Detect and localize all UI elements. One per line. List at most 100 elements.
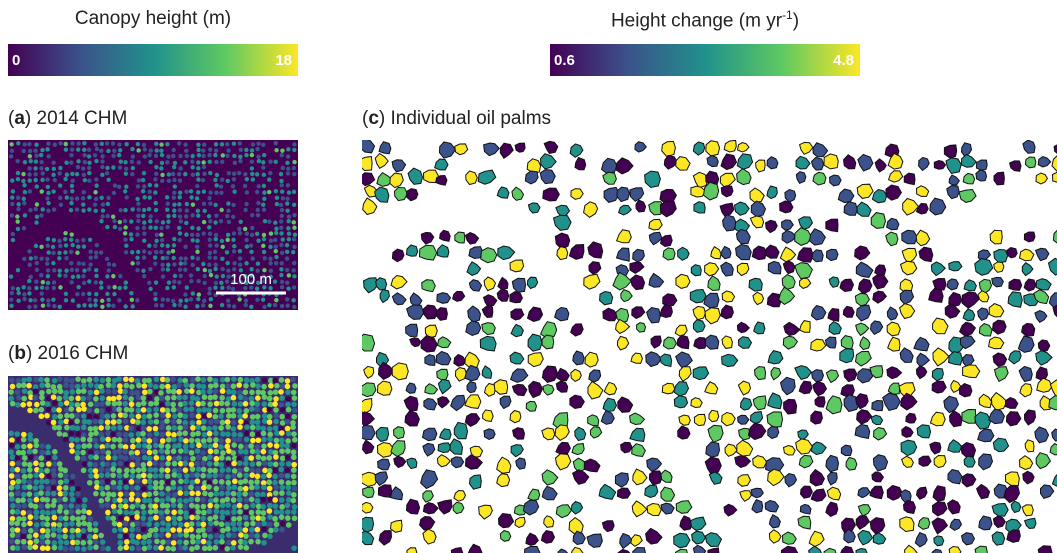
canopy-pixel <box>243 383 249 389</box>
canopy-pixel <box>273 527 279 533</box>
canopy-pixel <box>160 243 164 247</box>
palm-crown <box>523 500 538 515</box>
palm-crown <box>483 410 494 422</box>
canopy-pixel <box>22 461 28 467</box>
canopy-pixel <box>183 268 187 272</box>
canopy-pixel <box>40 285 44 289</box>
canopy-pixel <box>137 190 141 194</box>
canopy-pixel <box>220 450 226 456</box>
canopy-pixel <box>189 490 195 496</box>
canopy-pixel <box>111 383 117 389</box>
canopy-pixel <box>231 509 237 515</box>
canopy-pixel <box>225 154 229 158</box>
canopy-pixel <box>142 184 146 188</box>
canopy-pixel <box>237 497 243 503</box>
canopy-pixel <box>262 256 266 260</box>
canopy-pixel <box>51 261 55 265</box>
canopy-pixel <box>237 460 243 466</box>
palm-crown <box>454 355 466 367</box>
canopy-pixel <box>82 244 86 248</box>
canopy-pixel <box>111 165 115 169</box>
palm-crown <box>676 352 693 368</box>
canopy-pixel <box>178 195 182 199</box>
palm-crown <box>527 277 537 288</box>
palm-crown <box>633 469 647 485</box>
canopy-pixel <box>46 486 52 492</box>
canopy-pixel <box>117 485 123 491</box>
canopy-pixel <box>159 491 165 497</box>
canopy-pixel <box>81 383 87 389</box>
canopy-pixel <box>225 424 231 430</box>
canopy-pixel <box>183 532 189 538</box>
palm-crown <box>423 503 438 514</box>
canopy-pixel <box>124 167 128 171</box>
canopy-pixel <box>220 408 226 414</box>
canopy-pixel <box>184 214 188 218</box>
canopy-pixel <box>212 473 218 479</box>
canopy-pixel <box>10 195 14 199</box>
canopy-pixel <box>261 437 267 443</box>
palm-crown <box>961 443 976 458</box>
canopy-pixel <box>10 401 16 407</box>
canopy-pixel <box>214 456 220 462</box>
palm-crown <box>511 324 523 336</box>
canopy-pixel <box>147 244 151 248</box>
palm-crown <box>875 159 886 172</box>
palm-crown <box>979 516 992 530</box>
canopy-pixel <box>148 219 152 223</box>
canopy-pixel <box>159 384 165 390</box>
canopy-pixel <box>214 237 218 241</box>
canopy-pixel <box>285 414 291 420</box>
canopy-pixel <box>165 225 169 229</box>
canopy-pixel <box>118 148 122 152</box>
canopy-pixel <box>70 497 76 503</box>
canopy-pixel <box>63 473 69 479</box>
canopy-pixel <box>213 431 219 437</box>
canopy-pixel <box>250 382 256 388</box>
canopy-pixel <box>123 479 129 485</box>
canopy-pixel <box>165 408 171 414</box>
palm-crown <box>900 348 913 363</box>
canopy-pixel <box>292 486 298 492</box>
palm-crown <box>362 399 372 414</box>
canopy-pixel <box>183 292 187 296</box>
canopy-pixel <box>268 496 274 502</box>
palm-crown <box>795 263 813 279</box>
canopy-pixel <box>93 528 99 534</box>
canopy-pixel <box>225 279 229 283</box>
canopy-pixel <box>28 220 32 224</box>
canopy-pixel <box>248 455 254 461</box>
canopy-pixel <box>189 479 195 485</box>
canopy-pixel <box>147 473 153 479</box>
canopy-pixel <box>153 545 159 551</box>
canopy-pixel <box>191 291 195 295</box>
palm-crown <box>933 348 949 366</box>
canopy-pixel <box>190 226 194 230</box>
canopy-pixel <box>225 214 229 218</box>
palm-crown <box>362 502 373 513</box>
canopy-pixel <box>272 503 278 509</box>
palm-crown <box>394 456 406 467</box>
canopy-pixel <box>191 263 195 267</box>
palm-crown <box>660 304 673 317</box>
canopy-pixel <box>69 431 75 437</box>
canopy-pixel <box>178 448 184 454</box>
canopy-pixel <box>63 237 67 241</box>
canopy-pixel <box>21 478 27 484</box>
palm-crown <box>375 187 389 202</box>
canopy-pixel <box>196 297 200 301</box>
canopy-pixel <box>70 141 74 145</box>
canopy-pixel <box>57 497 63 503</box>
canopy-pixel <box>285 467 291 473</box>
canopy-pixel <box>63 261 67 265</box>
canopy-pixel <box>39 395 45 401</box>
canopy-pixel <box>10 220 14 224</box>
palm-crown <box>362 412 374 427</box>
canopy-pixel <box>105 462 111 468</box>
canopy-pixel <box>111 419 117 425</box>
canopy-pixel <box>81 515 87 521</box>
canopy-pixel <box>268 245 272 249</box>
palm-crown <box>919 247 933 261</box>
canopy-pixel <box>292 395 298 401</box>
canopy-pixel <box>9 520 15 526</box>
